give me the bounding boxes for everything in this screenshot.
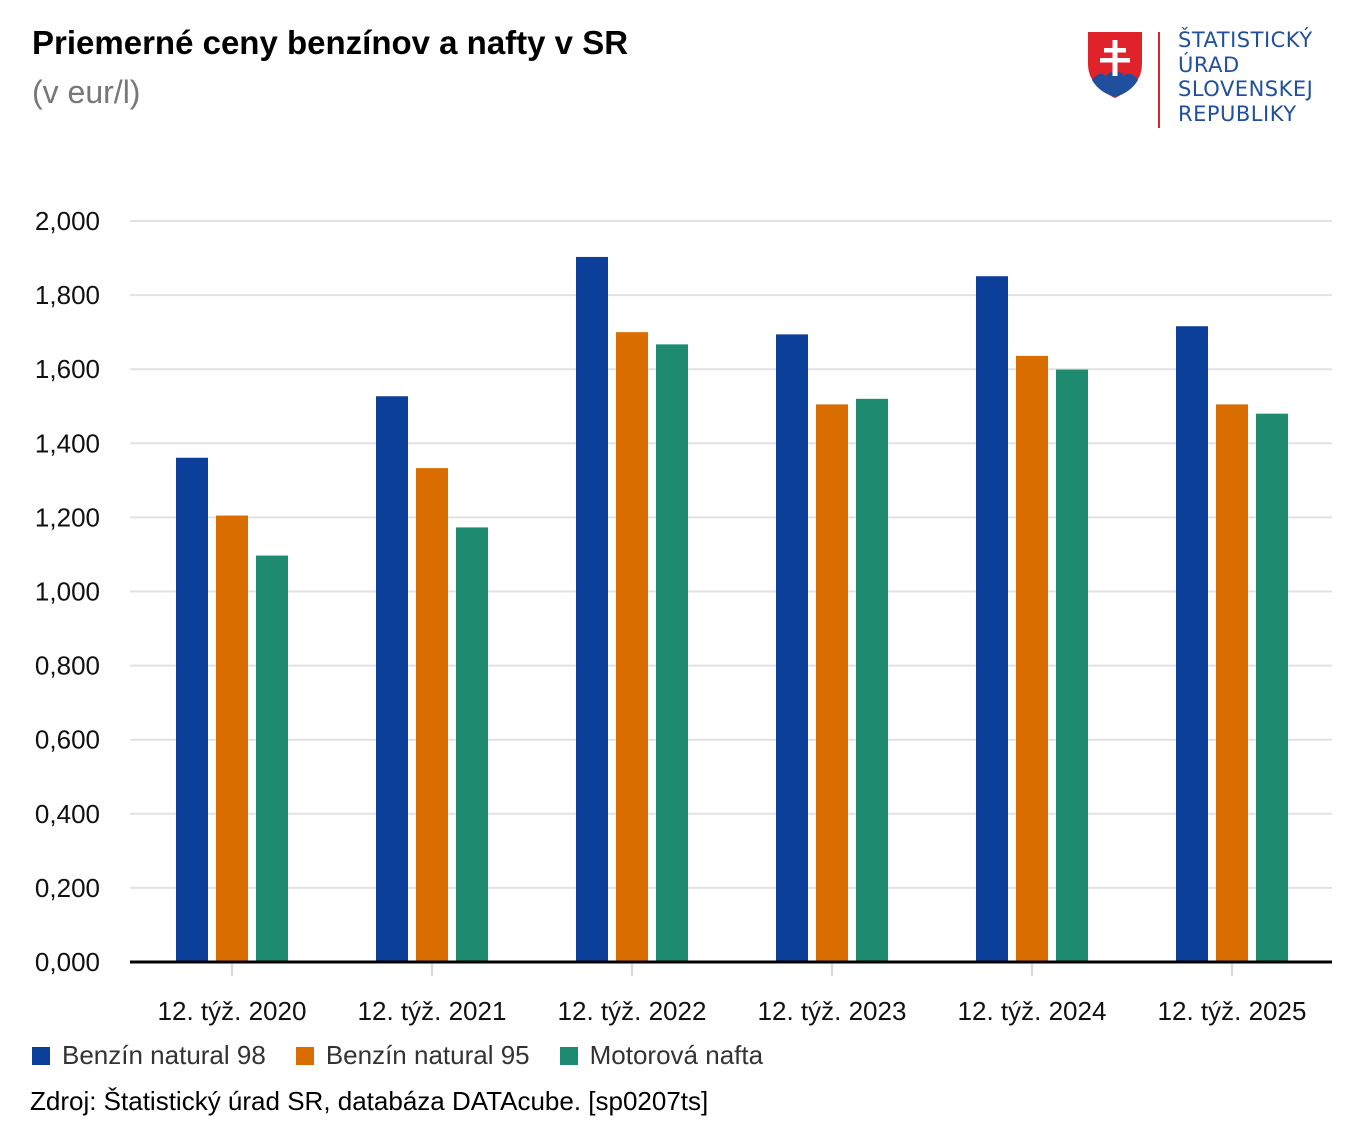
y-tick-label: 1,400 [35, 428, 100, 458]
x-tick-label: 12. týž. 2025 [1158, 996, 1307, 1026]
logo-divider [1158, 32, 1160, 128]
bar [816, 404, 848, 963]
source-note: Zdroj: Štatistický úrad SR, databáza DAT… [30, 1086, 709, 1116]
chart-title: Priemerné ceny benzínov a nafty v SR [32, 24, 629, 61]
y-tick-label: 1,600 [35, 354, 100, 384]
statistical-office-logo: ŠTATISTICKÝ ÚRAD SLOVENSKEJ REPUBLIKY [1086, 28, 1336, 132]
logo-text: ŠTATISTICKÝ ÚRAD SLOVENSKEJ REPUBLIKY [1178, 28, 1313, 126]
bar [856, 398, 888, 963]
legend-swatch [32, 1046, 50, 1065]
bar [216, 515, 248, 962]
bar [576, 256, 608, 963]
bar [1056, 369, 1088, 962]
bar [1256, 413, 1288, 962]
bar [976, 276, 1008, 963]
bar [456, 527, 488, 962]
x-tick-label: 12. týž. 2021 [358, 996, 507, 1026]
y-tick-label: 2,000 [35, 206, 100, 236]
bar [656, 344, 688, 963]
x-tick-label: 12. týž. 2023 [758, 996, 907, 1026]
legend-label: Benzín natural 98 [62, 1040, 266, 1070]
logo-line-2: ÚRAD [1178, 52, 1240, 77]
x-tick-label: 12. týž. 2020 [158, 996, 307, 1026]
coat-of-arms-icon [1088, 32, 1142, 98]
x-tick-label: 12. týž. 2022 [558, 996, 707, 1026]
y-tick-label: 1,000 [35, 577, 100, 607]
legend-swatch [295, 1046, 314, 1065]
legend-swatch [559, 1046, 578, 1065]
legend-item-diesel: Motorová nafta [559, 1040, 764, 1071]
bar [176, 457, 208, 962]
bar [256, 555, 288, 962]
legend-item-natural-95: Benzín natural 95 [295, 1040, 530, 1071]
bar [1216, 404, 1248, 963]
bar-chart: 0,000 0,200 0,400 0,600 0,800 1,000 1,200 1,400… [35, 206, 1332, 1026]
y-tick-label: 1,800 [35, 280, 100, 310]
bar [776, 334, 808, 962]
bar [416, 468, 448, 962]
chart-subtitle: (v eur/l) [32, 74, 141, 110]
y-tick-label: 0,400 [35, 799, 100, 829]
legend-label: Benzín natural 95 [325, 1040, 530, 1070]
legend-label: Motorová nafta [589, 1040, 764, 1070]
y-tick-label: 0,200 [35, 873, 100, 903]
x-tick-label: 12. týž. 2024 [958, 996, 1107, 1026]
legend-item-natural-98: Benzín natural 98 [32, 1040, 266, 1071]
y-tick-label: 0,000 [35, 947, 100, 977]
bar [1176, 326, 1208, 962]
bar [376, 396, 408, 963]
logo-line-3: SLOVENSKEJ [1178, 77, 1314, 101]
bar [616, 332, 648, 962]
logo-line-4: REPUBLIKY [1178, 101, 1297, 126]
logo-line-1: ŠTATISTICKÝ [1178, 28, 1313, 52]
y-tick-label: 1,200 [35, 502, 100, 532]
legend: Benzín natural 98 Benzín natural 95 Moto… [32, 1040, 793, 1071]
bar [1016, 355, 1048, 962]
y-tick-label: 0,600 [35, 725, 100, 755]
y-tick-label: 0,800 [35, 651, 100, 681]
